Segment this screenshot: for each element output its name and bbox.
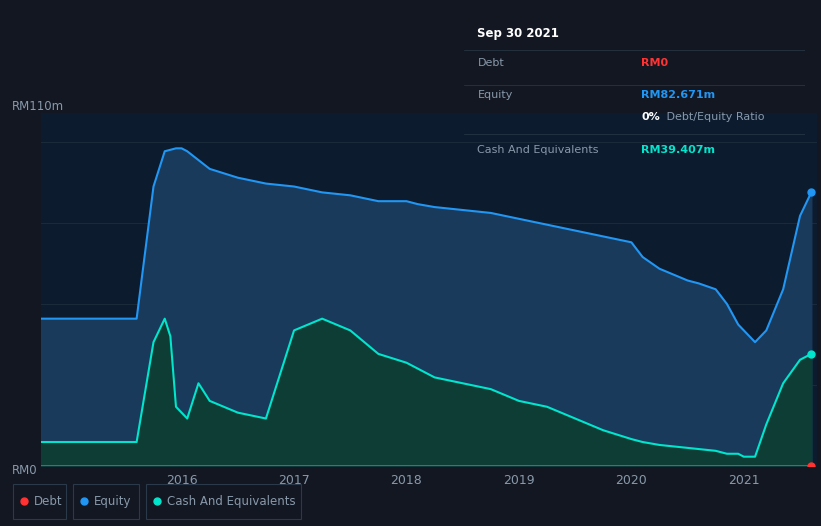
Text: Debt: Debt (34, 494, 62, 508)
Text: RM0: RM0 (641, 58, 668, 68)
Text: RM39.407m: RM39.407m (641, 145, 715, 155)
Text: 0%: 0% (641, 112, 660, 122)
Text: Equity: Equity (94, 494, 131, 508)
Text: Cash And Equivalents: Cash And Equivalents (478, 145, 599, 155)
Bar (146, 484, 301, 519)
Text: Equity: Equity (478, 90, 513, 100)
Text: Debt/Equity Ratio: Debt/Equity Ratio (663, 112, 764, 122)
Text: Sep 30 2021: Sep 30 2021 (478, 27, 559, 40)
Text: Debt: Debt (478, 58, 504, 68)
Bar (13, 484, 66, 519)
Bar (73, 484, 139, 519)
Text: RM0: RM0 (12, 464, 38, 477)
Text: RM110m: RM110m (12, 100, 64, 113)
Text: Cash And Equivalents: Cash And Equivalents (167, 494, 296, 508)
Text: RM82.671m: RM82.671m (641, 90, 715, 100)
